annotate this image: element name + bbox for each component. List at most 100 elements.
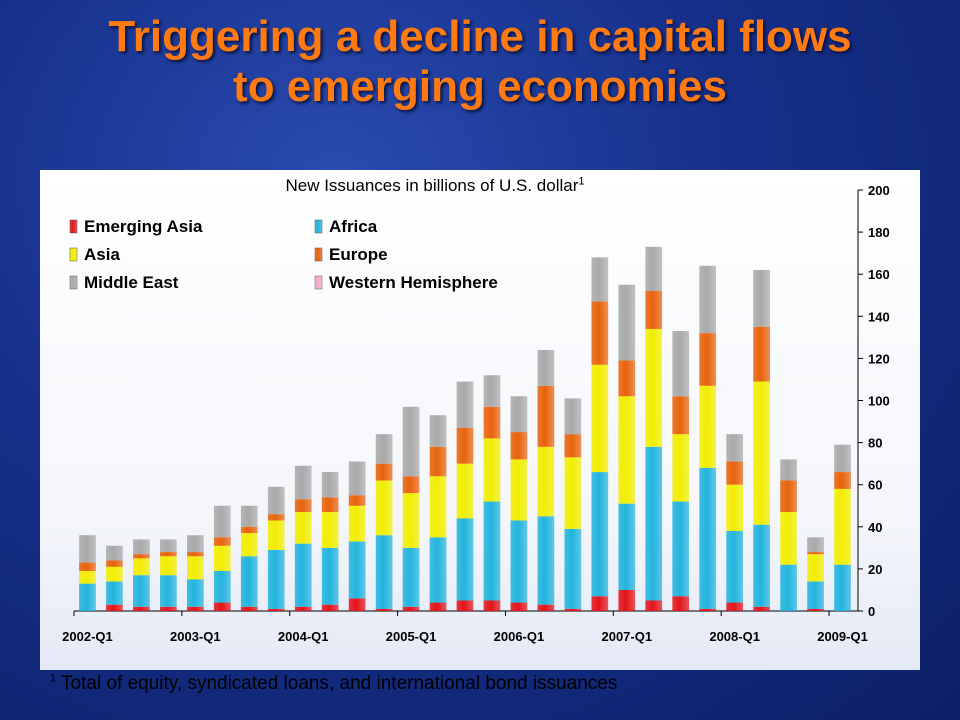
bar-segment-asia <box>834 488 851 565</box>
footnote: 1 Total of equity, syndicated loans, and… <box>50 673 930 695</box>
bar-segment-middle-east <box>618 284 636 361</box>
title-line-2: to emerging economies <box>233 62 727 111</box>
bar-segment-africa <box>618 503 636 590</box>
x-tick-label: 2005-Q1 <box>386 629 437 644</box>
y-tick-label: 100 <box>868 394 890 409</box>
bar-segment-africa <box>375 535 393 609</box>
bar-segment-asia <box>537 446 555 517</box>
bar-segment-africa <box>456 518 474 601</box>
bar-segment-asia <box>240 533 258 557</box>
stacked-bar-chart: 0 20 40 60 80 100 120 140 160 180 200 2002-Q1 2003-Q… <box>62 183 890 644</box>
legend-swatch-western-hemisphere <box>314 275 323 290</box>
bar-segment-africa <box>186 579 204 607</box>
bar-segment-middle-east <box>240 505 258 527</box>
bar-segment-europe <box>375 463 393 481</box>
legend-label-western-hemisphere: Western Hemisphere <box>329 273 498 292</box>
bar-segment-emerging-asia <box>537 604 555 611</box>
x-tick-label: 2007-Q1 <box>601 629 652 644</box>
legend-swatch-africa <box>314 219 323 234</box>
bar-segment-africa <box>834 564 851 611</box>
bar-segment-europe <box>807 552 824 555</box>
bar-segment-emerging-asia <box>564 608 582 611</box>
bar-segment-europe <box>79 562 96 572</box>
bar-segment-asia <box>753 381 770 525</box>
chart-subtitle-footnote-mark: 1 <box>578 175 585 188</box>
chart-area: 0 20 40 60 80 100 120 140 160 180 200 2002-Q1 2003-Q… <box>40 170 920 670</box>
bar-segment-emerging-asia <box>402 606 420 611</box>
bar-segment-emerging-asia <box>375 608 393 611</box>
bar-segment-asia <box>348 505 366 542</box>
bar-segment-europe <box>591 301 609 365</box>
y-tick-label: 200 <box>868 183 890 198</box>
bar-segment-asia <box>160 556 177 576</box>
bar-segment-emerging-asia <box>133 606 150 611</box>
bar-segment-emerging-asia <box>807 608 824 611</box>
bar-segment-middle-east <box>834 444 851 473</box>
bar-segment-middle-east <box>780 459 797 481</box>
bar-segment-europe <box>348 495 366 506</box>
bar-segment-africa <box>79 583 96 611</box>
bar-segment-asia <box>375 480 393 536</box>
bar-segment-africa <box>537 516 555 605</box>
legend-label-asia: Asia <box>84 245 120 264</box>
x-tick-label: 2003-Q1 <box>170 629 221 644</box>
bar-segment-middle-east <box>213 505 231 538</box>
bar-segment-asia <box>645 328 663 447</box>
bar-segment-europe <box>456 427 474 464</box>
bar-segment-africa <box>510 520 528 603</box>
y-tick-label: 160 <box>868 267 890 282</box>
bar-segment-middle-east <box>348 461 366 496</box>
bar-segment-africa <box>213 571 231 603</box>
bar-segment-europe <box>483 406 501 439</box>
legend-label-africa: Africa <box>329 217 378 236</box>
footnote-mark: 1 <box>50 672 57 685</box>
bar-segment-europe <box>780 480 797 513</box>
bar-segment-africa <box>807 581 824 609</box>
bar-segment-europe <box>240 526 258 534</box>
x-tick-label: 2004-Q1 <box>278 629 329 644</box>
bar-segment-middle-east <box>753 269 770 327</box>
bar-segment-emerging-asia <box>106 604 123 611</box>
bar-segment-africa <box>726 531 744 603</box>
bar-segment-emerging-asia <box>645 600 663 611</box>
bar-segment-europe <box>753 326 770 382</box>
y-tick-label: 0 <box>868 604 875 619</box>
bar-segment-europe <box>645 291 663 329</box>
title-line-1: Triggering a decline in capital flows <box>108 12 852 61</box>
bar-segment-emerging-asia <box>726 602 744 611</box>
bar-segment-africa <box>348 541 366 599</box>
bar-segment-middle-east <box>672 331 690 397</box>
bar-segment-africa <box>780 564 797 611</box>
bar-segment-europe <box>537 385 555 447</box>
x-tick-label: 2008-Q1 <box>709 629 760 644</box>
legend-swatch-europe <box>314 247 323 262</box>
bar-segment-europe <box>510 432 528 460</box>
bar-segment-middle-east <box>321 472 339 498</box>
bar-segment-middle-east <box>429 415 447 447</box>
bar-segment-emerging-asia <box>456 600 474 611</box>
bar-segment-middle-east <box>402 406 420 477</box>
bar-segment-europe <box>402 476 420 494</box>
bar-segment-europe <box>564 434 582 458</box>
bar-segment-emerging-asia <box>672 596 690 611</box>
bar-segment-asia <box>106 566 123 582</box>
bar-segment-africa <box>645 446 663 601</box>
bar-segment-asia <box>483 438 501 502</box>
bar-segment-middle-east <box>106 545 123 561</box>
bar-segment-asia <box>213 545 231 572</box>
bar-segment-africa <box>753 524 770 607</box>
bar-segment-europe <box>699 333 717 386</box>
bar-segment-asia <box>699 385 717 468</box>
bar-segment-africa <box>591 472 609 597</box>
y-tick-label: 20 <box>868 562 882 577</box>
bar-segment-emerging-asia <box>483 600 501 611</box>
bar-segment-africa <box>483 501 501 601</box>
bar-segment-europe <box>672 396 690 435</box>
bar-segment-emerging-asia <box>618 589 636 611</box>
chart-subtitle: New Issuances in billions of U.S. dollar… <box>190 176 680 196</box>
bar-segment-emerging-asia <box>186 606 204 611</box>
bar-segment-asia <box>321 512 339 548</box>
bar-segment-emerging-asia <box>321 604 339 611</box>
bar-segment-middle-east <box>807 537 824 553</box>
bar-segment-europe <box>834 472 851 489</box>
